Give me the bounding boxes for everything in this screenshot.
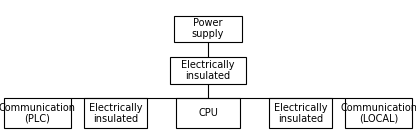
FancyBboxPatch shape bbox=[176, 98, 240, 128]
FancyBboxPatch shape bbox=[4, 98, 71, 128]
Text: Electrically: Electrically bbox=[181, 60, 235, 70]
Text: (PLC): (PLC) bbox=[25, 114, 50, 124]
FancyBboxPatch shape bbox=[84, 98, 147, 128]
Text: CPU: CPU bbox=[198, 108, 218, 118]
Text: insulated: insulated bbox=[93, 114, 138, 124]
Text: insulated: insulated bbox=[186, 71, 230, 81]
FancyBboxPatch shape bbox=[345, 98, 412, 128]
Text: (LOCAL): (LOCAL) bbox=[359, 114, 398, 124]
FancyBboxPatch shape bbox=[269, 98, 332, 128]
Text: insulated: insulated bbox=[278, 114, 323, 124]
Text: supply: supply bbox=[192, 29, 224, 39]
FancyBboxPatch shape bbox=[174, 16, 242, 42]
Text: Electrically: Electrically bbox=[89, 103, 142, 113]
FancyBboxPatch shape bbox=[170, 57, 246, 84]
Text: Communication: Communication bbox=[340, 103, 416, 113]
Text: Power: Power bbox=[193, 18, 223, 28]
Text: Electrically: Electrically bbox=[274, 103, 327, 113]
Text: Communication: Communication bbox=[0, 103, 76, 113]
